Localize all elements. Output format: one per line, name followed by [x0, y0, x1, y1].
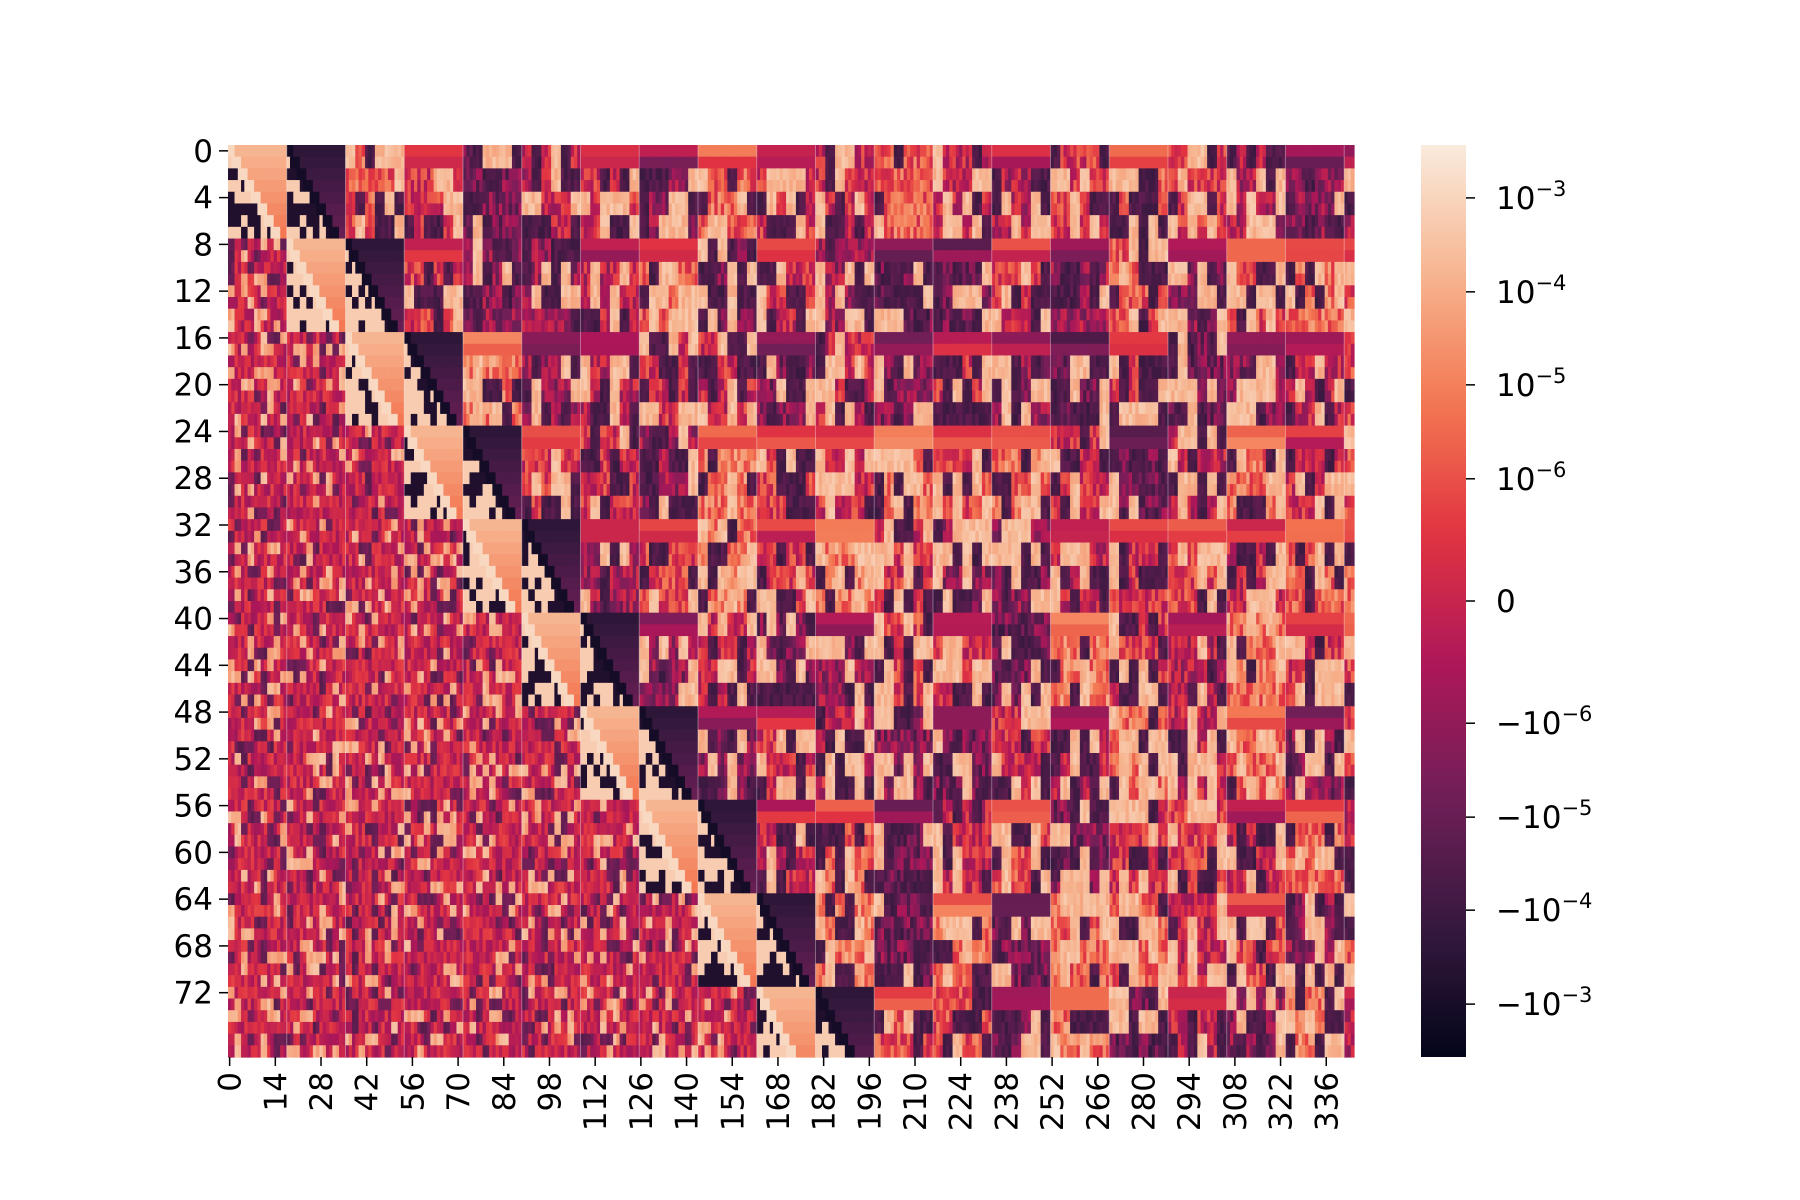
heatmap-cell [1351, 180, 1355, 192]
heatmap-cell [1351, 239, 1355, 251]
heatmap-cell [1351, 262, 1355, 274]
heatmap-cell [1351, 250, 1355, 262]
heatmap-cell [1351, 145, 1355, 157]
heatmap-cell [1351, 168, 1355, 180]
heatmap-cell [1351, 274, 1355, 286]
heatmap-cell [1351, 215, 1355, 227]
heatmap-cell [1351, 203, 1355, 215]
heatmap-cell [1351, 285, 1355, 297]
heatmap-cell [1351, 157, 1355, 169]
heatmap-cell [1351, 227, 1355, 239]
heatmap-grid [228, 145, 1355, 1058]
heatmap-cell [1351, 297, 1355, 309]
heatmap-cell [1351, 192, 1355, 204]
